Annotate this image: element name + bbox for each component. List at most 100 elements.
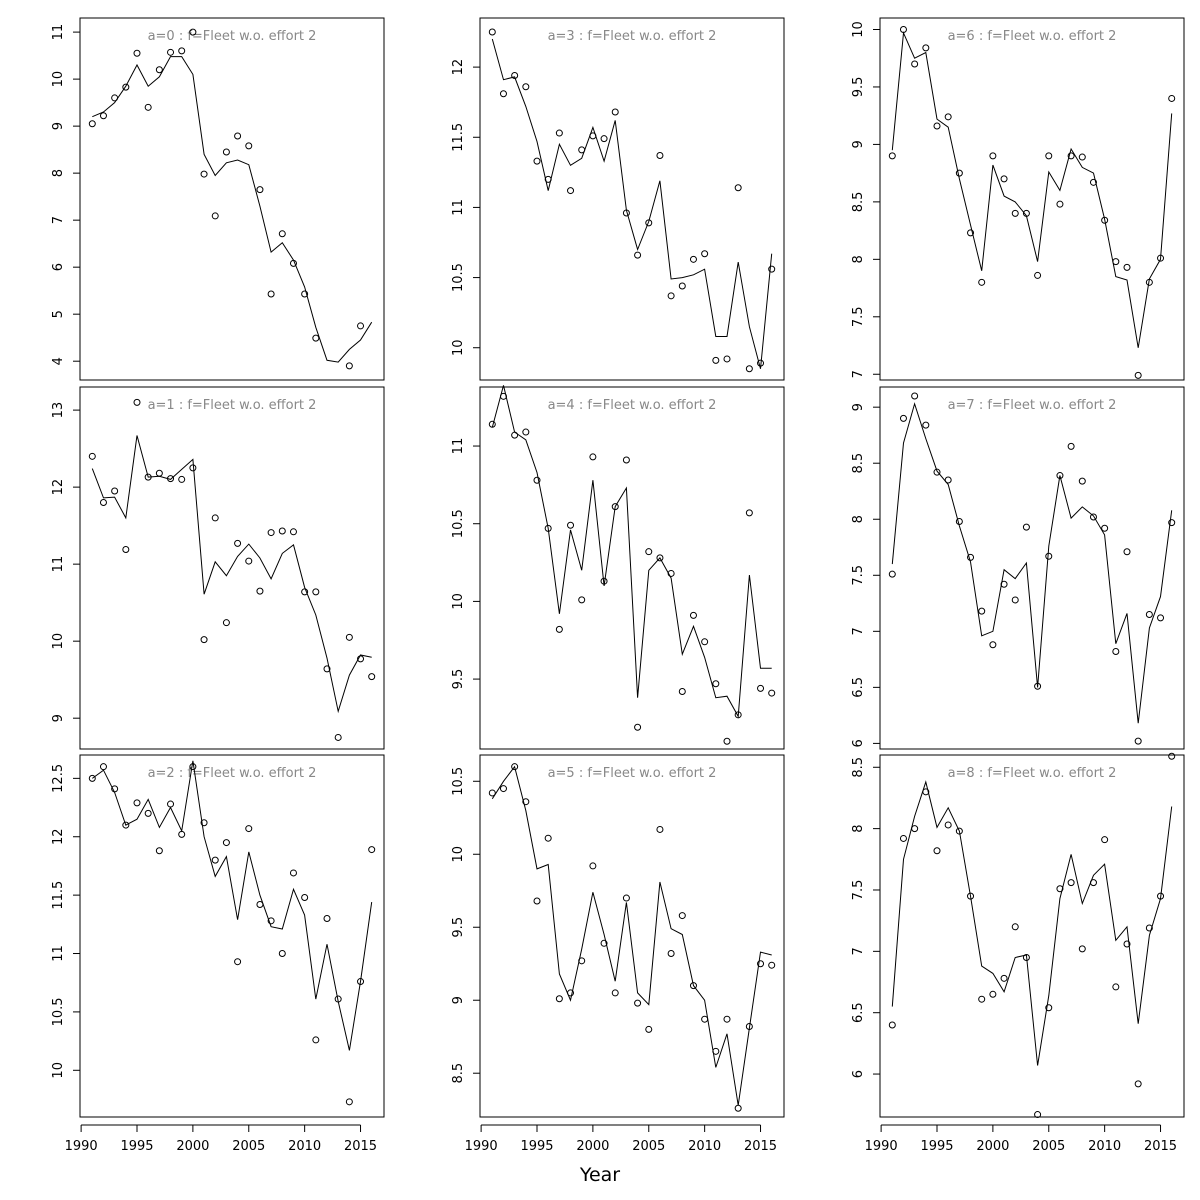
observed-point [567,521,575,529]
observed-point [234,539,242,547]
observed-point [555,129,563,137]
observed-point [745,365,753,373]
panel-0: a=0 : f=Fleet w.o. effort 2 4 5 6 7 8 9 10 11 [51,17,385,381]
observed-point [1134,737,1142,745]
observed-point [911,392,919,400]
panel-frame [479,17,785,381]
observed-point [1011,923,1019,931]
panel-frame [479,386,785,750]
y-tick-label: 13 [51,402,66,419]
observed-point [600,577,608,585]
observed-point [701,250,709,258]
observed-point [1045,1004,1053,1012]
panel-5: a=5 : f=Fleet w.o. effort 2 8.5 9 9.5 10 10.5… [451,754,785,1154]
observed-point [278,230,286,238]
observed-point [1168,94,1176,102]
observed-point [289,259,297,267]
observed-point [734,711,742,719]
observed-point [522,428,530,436]
observed-point [622,456,630,464]
observed-point [745,1023,753,1030]
x-tick-label: 2000 [576,1139,609,1154]
observed-point [955,827,963,835]
observed-point [1101,836,1109,844]
y-tick-label: 8.5 [851,192,866,213]
observed-point [1157,254,1165,262]
observed-point [155,469,163,477]
observed-point [1011,596,1019,604]
panel-title: a=5 : f=Fleet w.o. effort 2 [548,766,717,781]
x-tick-label: 1990 [465,1139,498,1154]
panel-title: a=3 : f=Fleet w.o. effort 2 [548,29,717,44]
observed-point [589,862,597,870]
observed-point [634,251,642,259]
panel-frame [79,754,385,1118]
panel-title: a=1 : f=Fleet w.o. effort 2 [148,398,317,413]
y-tick-label: 9.5 [451,917,466,938]
y-tick-label: 11.5 [51,881,66,910]
x-tick-label: 2005 [1032,1139,1065,1154]
panel-4: a=4 : f=Fleet w.o. effort 2 9.5 10 10.5 11 [451,385,785,750]
observed-point [1022,523,1030,531]
panel-2: a=2 : f=Fleet w.o. effort 2 10 10.5 11 11.5 1… [51,754,385,1154]
y-tick-label: 12 [51,828,66,845]
observed-point [567,989,575,997]
observed-point [144,103,152,111]
panel-frame [79,17,385,381]
observed-point [955,517,963,525]
observed-point [1056,200,1064,208]
observed-point [723,355,731,363]
panel-frame [879,17,1185,381]
observed-point [245,142,253,150]
observed-point [911,60,919,68]
y-tick-label: 10.5 [51,997,66,1026]
observed-point [312,1036,320,1044]
observed-point [334,733,342,741]
y-tick-label: 4 [51,357,66,365]
x-tick-label: 2000 [976,1139,1009,1154]
observed-point [155,847,163,855]
observed-point [645,1025,653,1033]
panel-frame [79,386,385,750]
y-tick-label: 10 [851,21,866,38]
x-tick-label: 2015 [744,1139,777,1154]
observed-point [133,799,141,807]
observed-point [189,464,197,472]
observed-point [1134,1080,1142,1088]
observed-point [488,28,496,36]
observed-point [1067,152,1075,160]
observed-point [256,186,264,194]
observed-point [656,825,664,833]
observed-point [689,255,697,263]
observed-point [200,819,208,827]
observed-point [745,509,753,517]
observed-point [634,723,642,731]
fitted-line [92,760,373,1051]
observed-point [678,282,686,290]
y-tick-label: 7 [51,216,66,224]
observed-point [578,146,586,154]
observed-point [1056,472,1064,480]
x-tick-label: 2005 [632,1139,665,1154]
observed-point [978,278,986,286]
observed-point [533,476,541,484]
x-tick-label: 2005 [232,1139,265,1154]
y-tick-label: 8 [851,824,866,832]
observed-point [544,834,552,842]
observed-point [978,995,986,1003]
panel-7: a=7 : f=Fleet w.o. effort 2 6 6.5 7 7.5 8 8.5 9 [851,386,1185,750]
observed-point [712,1047,720,1055]
observed-point [222,839,230,847]
fitted-line [891,30,1173,348]
observed-point [734,1104,742,1112]
observed-point [667,569,675,577]
observed-point [178,475,186,483]
observed-point [122,546,130,554]
y-tick-label: 12 [51,479,66,496]
observed-point [267,529,275,537]
observed-point [933,122,941,130]
observed-point [1078,477,1086,485]
observed-point [922,421,930,429]
observed-point [678,688,686,696]
y-tick-label: 11 [51,556,66,573]
